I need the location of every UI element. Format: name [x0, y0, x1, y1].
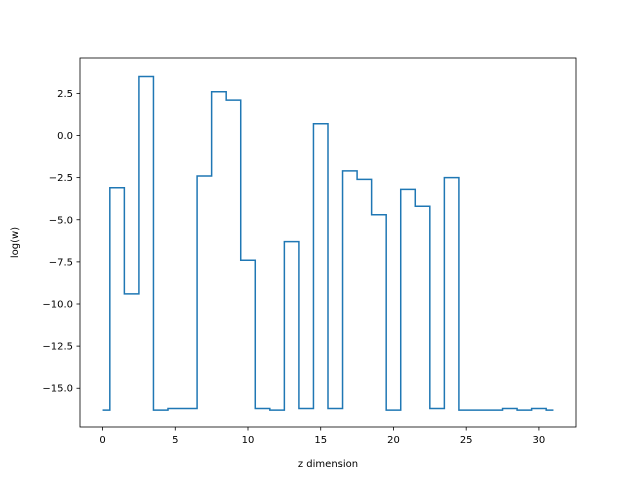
x-tick-label: 5	[172, 435, 178, 446]
x-tick-label: 30	[533, 435, 546, 446]
series-line-0	[102, 75, 554, 411]
y-tick-label: 0.0	[57, 131, 73, 142]
y-axis-label: log(w)	[10, 227, 21, 258]
y-tick-label: −15.0	[42, 384, 73, 395]
x-tick-label: 10	[242, 435, 255, 446]
y-tick-label: 2.5	[57, 89, 73, 100]
x-tick-label: 0	[99, 435, 105, 446]
y-tick-label: −12.5	[42, 342, 73, 353]
x-axis-label: z dimension	[298, 459, 358, 470]
x-tick-label: 20	[387, 435, 400, 446]
series-layer	[102, 75, 554, 411]
y-tick-label: −7.5	[49, 257, 73, 268]
x-tick-label: 25	[460, 435, 473, 446]
x-tick-label: 15	[314, 435, 327, 446]
y-tick-label: −10.0	[42, 300, 73, 311]
x-axis: 0 5 10 15 20 25 30	[99, 427, 545, 446]
y-axis: 2.5 0.0 −2.5 −5.0 −7.5 −10.0 −12.5 −15.0	[42, 89, 80, 395]
y-tick-label: −2.5	[49, 173, 73, 184]
plot-frame	[79, 57, 577, 428]
y-tick-label: −5.0	[49, 215, 73, 226]
